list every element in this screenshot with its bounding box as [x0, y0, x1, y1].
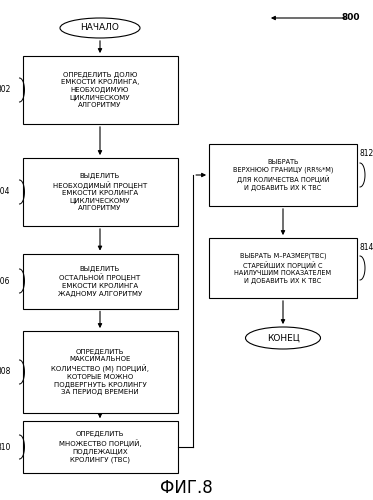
Text: 800: 800 [342, 14, 360, 22]
FancyBboxPatch shape [22, 254, 178, 308]
Text: 808: 808 [0, 368, 10, 376]
Text: ВЫБРАТЬ
ВЕРХНЮЮ ГРАНИЦУ (RR%*M)
ДЛЯ КОЛИЧЕСТВА ПОРЦИЙ
И ДОБАВИТЬ ИХ К ТВС: ВЫБРАТЬ ВЕРХНЮЮ ГРАНИЦУ (RR%*M) ДЛЯ КОЛИ… [233, 160, 333, 190]
Text: ВЫБРАТЬ М–РАЗМЕР(ТВС)
СТАРЕЙШИХ ПОРЦИЙ С
НАИЛУЧШИМ ПОКАЗАТЕЛЕМ
И ДОБАВИТЬ ИХ К Т: ВЫБРАТЬ М–РАЗМЕР(ТВС) СТАРЕЙШИХ ПОРЦИЙ С… [235, 252, 332, 284]
FancyBboxPatch shape [22, 331, 178, 413]
Text: ОПРЕДЕЛИТЬ
МНОЖЕСТВО ПОРЦИЙ,
ПОДЛЕЖАЩИХ
КРОЛИНГУ (ТВС): ОПРЕДЕЛИТЬ МНОЖЕСТВО ПОРЦИЙ, ПОДЛЕЖАЩИХ … [59, 431, 141, 463]
FancyBboxPatch shape [209, 144, 357, 206]
Text: 810: 810 [0, 442, 10, 452]
Ellipse shape [245, 327, 320, 349]
FancyBboxPatch shape [22, 158, 178, 226]
FancyBboxPatch shape [22, 56, 178, 124]
FancyBboxPatch shape [209, 238, 357, 298]
Ellipse shape [60, 18, 140, 38]
Text: 814: 814 [360, 243, 373, 252]
Text: ВЫДЕЛИТЬ
ОСТАЛЬНОЙ ПРОЦЕНТ
ЕМКОСТИ КРОЛИНГА
ЖАДНОМУ АЛГОРИТМУ: ВЫДЕЛИТЬ ОСТАЛЬНОЙ ПРОЦЕНТ ЕМКОСТИ КРОЛИ… [58, 266, 142, 296]
Text: НАЧАЛО: НАЧАЛО [81, 24, 119, 32]
Text: 804: 804 [0, 188, 10, 196]
Text: ОПРЕДЕЛИТЬ ДОЛЮ
ЕМКОСТИ КРОЛИНГА,
НЕОБХОДИМУЮ
ЦИКЛИЧЕСКОМУ
АЛГОРИТМУ: ОПРЕДЕЛИТЬ ДОЛЮ ЕМКОСТИ КРОЛИНГА, НЕОБХО… [61, 72, 139, 108]
Text: 812: 812 [360, 149, 373, 158]
Text: 802: 802 [0, 86, 10, 94]
Text: ВЫДЕЛИТЬ
НЕОБХОДИМЫЙ ПРОЦЕНТ
ЕМКОСТИ КРОЛИНГА
ЦИКЛИЧЕСКОМУ
АЛГОРИТМУ: ВЫДЕЛИТЬ НЕОБХОДИМЫЙ ПРОЦЕНТ ЕМКОСТИ КРО… [53, 172, 147, 212]
Text: ФИГ.8: ФИГ.8 [160, 479, 212, 497]
Text: ОПРЕДЕЛИТЬ
МАКСИМАЛЬНОЕ
КОЛИЧЕСТВО (М) ПОРЦИЙ,
КОТОРЫЕ МОЖНО
ПОДВЕРГНУТЬ КРОЛИНГ: ОПРЕДЕЛИТЬ МАКСИМАЛЬНОЕ КОЛИЧЕСТВО (М) П… [51, 348, 149, 396]
Text: 806: 806 [0, 276, 10, 285]
FancyBboxPatch shape [22, 421, 178, 473]
Text: КОНЕЦ: КОНЕЦ [267, 334, 300, 342]
